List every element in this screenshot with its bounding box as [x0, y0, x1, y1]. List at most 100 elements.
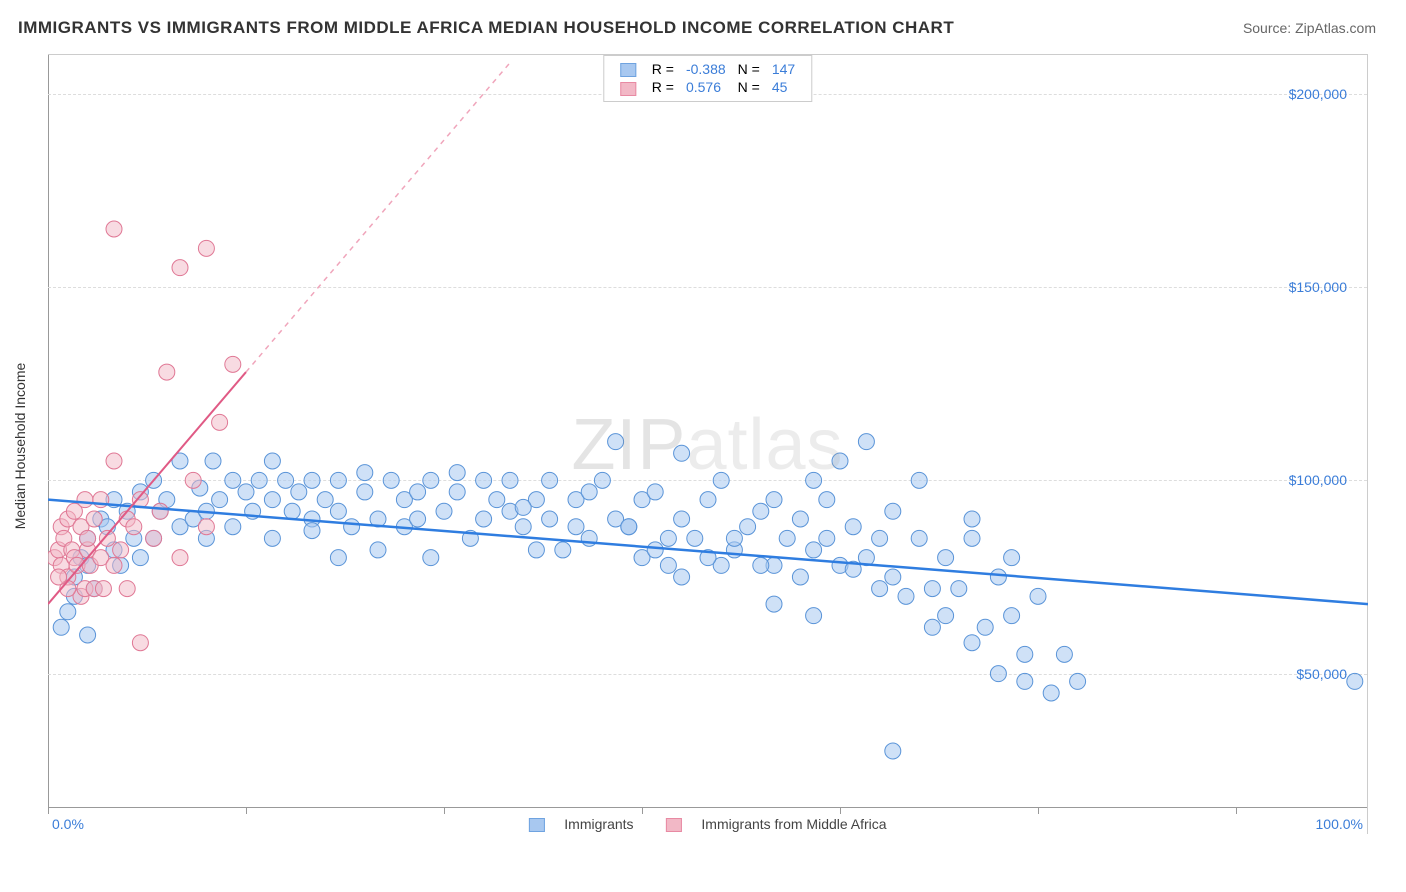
data-point	[726, 530, 742, 546]
data-point	[317, 492, 333, 508]
data-point	[542, 511, 558, 527]
data-point	[660, 530, 676, 546]
data-point	[700, 492, 716, 508]
data-point	[964, 635, 980, 651]
data-point	[198, 519, 214, 535]
data-point	[476, 472, 492, 488]
data-point	[1043, 685, 1059, 701]
data-point	[911, 472, 927, 488]
data-point	[819, 530, 835, 546]
data-point	[964, 530, 980, 546]
data-point	[502, 472, 518, 488]
data-point	[872, 581, 888, 597]
scatter-plot	[48, 55, 1368, 809]
legend-r-value: 0.576	[680, 78, 732, 96]
data-point	[330, 550, 346, 566]
data-point	[792, 569, 808, 585]
data-point	[152, 503, 168, 519]
data-point	[304, 472, 320, 488]
data-point	[126, 519, 142, 535]
data-point	[515, 519, 531, 535]
data-point	[621, 519, 637, 535]
data-point	[264, 453, 280, 469]
legend-n-label: N =	[732, 60, 766, 78]
data-point	[95, 581, 111, 597]
data-point	[977, 619, 993, 635]
data-point	[476, 511, 492, 527]
data-point	[146, 530, 162, 546]
data-point	[449, 465, 465, 481]
data-point	[132, 492, 148, 508]
data-point	[568, 519, 584, 535]
data-point	[858, 434, 874, 450]
legend-correlation: R = -0.388 N = 147 R = 0.576 N = 45	[603, 55, 812, 102]
data-point	[370, 542, 386, 558]
data-point	[819, 492, 835, 508]
data-point	[344, 519, 360, 535]
plot-area: $50,000$100,000$150,000$200,000 ZIPatlas…	[48, 54, 1368, 834]
data-point	[357, 484, 373, 500]
data-point	[542, 472, 558, 488]
data-point	[77, 492, 93, 508]
legend-r-label: R =	[646, 78, 680, 96]
data-point	[330, 472, 346, 488]
data-point	[185, 472, 201, 488]
data-point	[205, 453, 221, 469]
data-point	[304, 523, 320, 539]
data-point	[212, 492, 228, 508]
data-point	[330, 503, 346, 519]
data-point	[383, 472, 399, 488]
data-point	[1004, 608, 1020, 624]
data-point	[119, 581, 135, 597]
data-point	[753, 503, 769, 519]
data-point	[80, 627, 96, 643]
data-point	[106, 557, 122, 573]
data-point	[1347, 673, 1363, 689]
data-point	[106, 453, 122, 469]
data-point	[885, 503, 901, 519]
trend-line	[246, 63, 510, 372]
data-point	[938, 608, 954, 624]
legend-series-label: Immigrants from Middle Africa	[701, 816, 886, 832]
data-point	[423, 472, 439, 488]
data-point	[1017, 646, 1033, 662]
legend-swatch	[666, 818, 682, 832]
data-point	[436, 503, 452, 519]
x-axis-min-label: 0.0%	[52, 816, 84, 832]
data-point	[951, 581, 967, 597]
x-axis-max-label: 100.0%	[1316, 816, 1363, 832]
chart-title: IMMIGRANTS VS IMMIGRANTS FROM MIDDLE AFR…	[18, 18, 954, 38]
data-point	[924, 581, 940, 597]
data-point	[647, 542, 663, 558]
data-point	[872, 530, 888, 546]
legend-swatch	[620, 82, 636, 96]
data-point	[1056, 646, 1072, 662]
data-point	[172, 550, 188, 566]
data-point	[225, 472, 241, 488]
legend-series-label: Immigrants	[564, 816, 633, 832]
data-point	[99, 530, 115, 546]
data-point	[284, 503, 300, 519]
data-point	[113, 542, 129, 558]
data-point	[885, 569, 901, 585]
data-point	[60, 604, 76, 620]
data-point	[713, 472, 729, 488]
data-point	[198, 240, 214, 256]
data-point	[845, 519, 861, 535]
data-point	[911, 530, 927, 546]
data-point	[106, 221, 122, 237]
data-point	[212, 414, 228, 430]
data-point	[594, 472, 610, 488]
data-point	[357, 465, 373, 481]
data-point	[581, 484, 597, 500]
data-point	[753, 557, 769, 573]
data-point	[608, 434, 624, 450]
data-point	[990, 569, 1006, 585]
data-point	[86, 511, 102, 527]
data-point	[410, 484, 426, 500]
data-point	[172, 260, 188, 276]
data-point	[792, 511, 808, 527]
data-point	[410, 511, 426, 527]
data-point	[832, 453, 848, 469]
data-point	[225, 519, 241, 535]
